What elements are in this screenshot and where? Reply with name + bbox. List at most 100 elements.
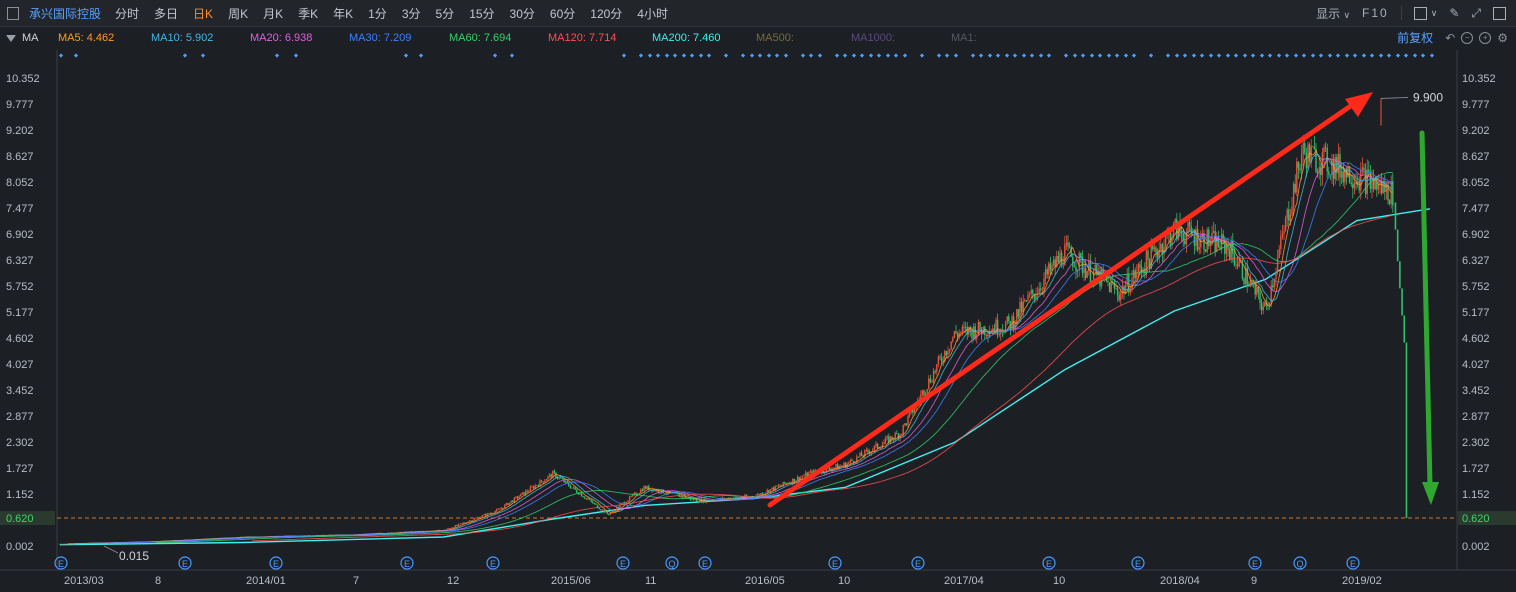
low-label: 0.015 [119,549,149,563]
candle-body [936,364,937,371]
candle-body [1138,264,1139,272]
signal-dot-29 [818,53,822,57]
y-tick-left-7: 6.327 [6,255,34,267]
event-marker-label-10: E [1046,559,1052,569]
candle-body [1189,222,1190,226]
signal-dot-78 [1294,53,1298,57]
candle-body [1235,265,1236,266]
event-marker-label-5: E [620,559,626,569]
candle-body [1079,253,1080,270]
candle-body [549,474,550,476]
candle-body [1368,169,1369,171]
candle-body [595,504,596,505]
candle-body [794,479,795,482]
candle-body [802,476,803,477]
candle-body [536,485,537,486]
candle-body [447,529,448,530]
y-tick-right-11: 4.027 [1462,359,1490,371]
candle-body [877,444,878,448]
candle-body [829,467,830,469]
candle-body [1258,287,1259,293]
candle-body [1130,290,1131,293]
candle-body [594,503,595,504]
signal-dot-72 [1243,53,1247,57]
candle-body [807,473,808,477]
candle-body [560,477,561,478]
candle-body [1131,278,1132,290]
candle-body [896,433,897,434]
candle-body [1083,268,1084,273]
candle-body [544,481,545,483]
candle-body [1144,270,1145,273]
candle-body [867,450,868,452]
candle-body [472,520,473,521]
signal-dot-24 [767,53,771,57]
y-tick-left-17: 0.620 [6,513,34,525]
event-marker-label-13: Q [1296,559,1303,569]
candle-body [571,488,572,489]
candle-body [1383,182,1384,193]
candle-body [835,464,836,467]
event-marker-label-1: E [182,559,188,569]
candle-body [575,487,576,489]
signal-dot-58 [1107,53,1111,57]
signal-dot-41 [945,53,949,57]
candle-body [957,333,958,336]
candle-body [1351,183,1352,185]
signal-dot-53 [1064,53,1068,57]
candle-body [887,437,888,438]
candle-body [528,491,529,492]
candle-body [463,523,464,524]
signal-dot-32 [852,53,856,57]
candle-body [1223,234,1224,239]
candle-body [999,334,1000,335]
event-marker-label-6: Q [668,559,675,569]
y-tick-right-3: 8.627 [1462,151,1490,163]
candle-body [541,480,542,481]
signal-dot-74 [1260,53,1264,57]
candle-body [803,476,804,477]
signal-dot-61 [1132,53,1136,57]
candle-body [1160,244,1161,250]
candle-body [760,493,761,495]
candle-body [1213,231,1214,233]
candle-body [1279,249,1280,258]
candle-body [1359,181,1360,190]
candle-body [768,490,769,492]
candle-body [1275,272,1276,279]
candle-body [499,509,500,510]
candle-body [1293,184,1294,207]
candle-body [1367,169,1368,194]
signal-dot-64 [1175,53,1179,57]
candle-body [850,460,851,462]
candle-body [624,502,625,503]
signal-dot-27 [801,53,805,57]
candle-body [551,474,552,477]
signal-dot-35 [877,53,881,57]
event-marker-label-3: E [404,559,410,569]
trend-down-arrow-head [1422,482,1439,505]
candle-body [955,331,956,333]
y-tick-right-2: 9.202 [1462,125,1490,137]
y-tick-right-10: 4.602 [1462,333,1490,345]
candle-body [559,477,560,478]
candle-body [1039,288,1040,294]
candle-body [1306,153,1307,168]
candle-body [1043,278,1044,289]
y-tick-right-7: 6.327 [1462,255,1490,267]
candle-body [1296,162,1297,192]
candle-body [647,486,648,489]
candle-body [498,509,499,510]
candle-body [1341,171,1342,177]
x-label-2: 2014/01 [246,575,286,587]
signal-dot-4 [275,53,279,57]
candle-body [767,490,768,493]
candle-body [530,487,531,491]
candle-body [1047,269,1048,274]
candle-body [522,492,523,493]
y-tick-right-4: 8.052 [1462,177,1490,189]
candle-body [640,490,641,493]
candle-body [1152,246,1153,250]
candle-body [1170,232,1171,245]
